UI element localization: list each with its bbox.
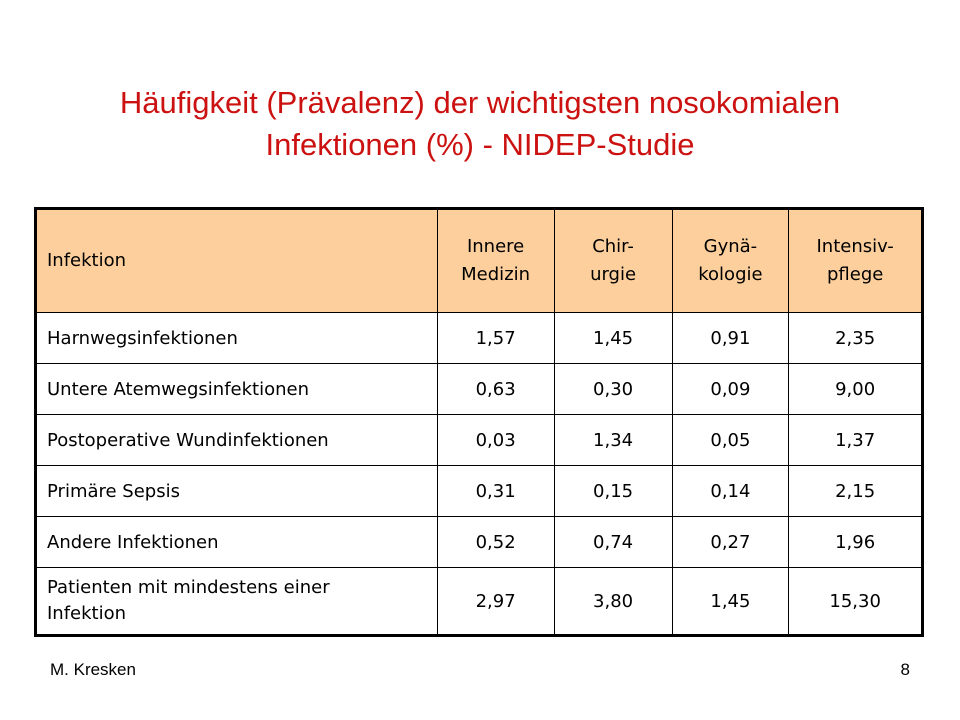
slide-title-line-2: Infektionen (%) - NIDEP-Studie — [265, 127, 695, 162]
row-label: Patienten mit mindestens einer Infektion — [35, 567, 438, 636]
table-cell: 0,52 — [436, 516, 555, 568]
footer-author: M. Kresken — [50, 660, 136, 679]
table-row: Patienten mit mindestens einer Infektion… — [35, 567, 923, 636]
table-cell: 1,37 — [788, 414, 923, 466]
table-row: Postoperative Wundinfektionen 0,03 1,34 … — [35, 414, 923, 466]
row-label: Harnwegsinfektionen — [35, 312, 438, 364]
table-cell: 0,63 — [436, 363, 555, 415]
table-cell: 15,30 — [788, 567, 923, 636]
table-row: Primäre Sepsis 0,31 0,15 0,14 2,15 — [35, 465, 923, 517]
table-cell: 1,34 — [553, 414, 673, 466]
table-cell: 1,96 — [788, 516, 923, 568]
table-cell: 0,15 — [553, 465, 673, 517]
table-cell: 2,15 — [788, 465, 923, 517]
table-cell: 2,97 — [436, 567, 555, 636]
table-cell: 0,91 — [671, 312, 790, 364]
prevalence-table: Infektion Innere Medizin Chir- urgie Gyn… — [34, 207, 924, 637]
table-cell: 0,74 — [553, 516, 673, 568]
table-cell: 0,31 — [436, 465, 555, 517]
table-cell: 2,35 — [788, 312, 923, 364]
table-cell: 1,57 — [436, 312, 555, 364]
header-infektion: Infektion — [35, 208, 438, 313]
header-gynaekologie: Gynä- kologie — [671, 208, 790, 313]
table-cell: 0,09 — [671, 363, 790, 415]
table-cell: 9,00 — [788, 363, 923, 415]
table-cell: 0,30 — [553, 363, 673, 415]
table-row: Harnwegsinfektionen 1,57 1,45 0,91 2,35 — [35, 312, 923, 364]
table-cell: 0,05 — [671, 414, 790, 466]
table-row: Andere Infektionen 0,52 0,74 0,27 1,96 — [35, 516, 923, 568]
row-label: Untere Atemwegsinfektionen — [35, 363, 438, 415]
table-row: Untere Atemwegsinfektionen 0,63 0,30 0,0… — [35, 363, 923, 415]
table-cell: 3,80 — [553, 567, 673, 636]
table-cell: 0,27 — [671, 516, 790, 568]
slide-title: Häufigkeit (Prävalenz) der wichtigsten n… — [0, 82, 960, 166]
row-label: Andere Infektionen — [35, 516, 438, 568]
table-cell: 1,45 — [671, 567, 790, 636]
header-intensivpflege: Intensiv- pflege — [788, 208, 923, 313]
table-header-row: Infektion Innere Medizin Chir- urgie Gyn… — [35, 208, 923, 313]
footer-page-number: 8 — [900, 660, 910, 679]
header-chirurgie: Chir- urgie — [553, 208, 673, 313]
slide-title-line-1: Häufigkeit (Prävalenz) der wichtigsten n… — [119, 85, 841, 120]
table-cell: 0,14 — [671, 465, 790, 517]
table-cell: 0,03 — [436, 414, 555, 466]
table-cell: 1,45 — [553, 312, 673, 364]
header-innere-medizin: Innere Medizin — [436, 208, 555, 313]
row-label: Primäre Sepsis — [35, 465, 438, 517]
row-label: Postoperative Wundinfektionen — [35, 414, 438, 466]
